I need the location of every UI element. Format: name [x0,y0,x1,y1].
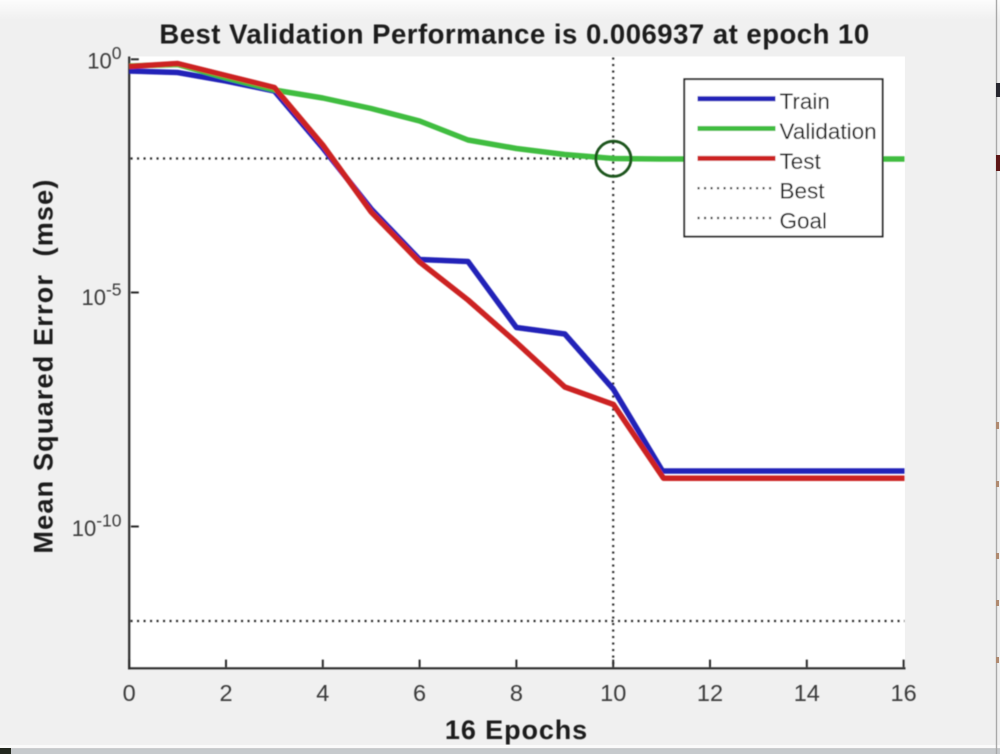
svg-text:Goal: Goal [780,209,828,234]
svg-text:Best Validation Performance is: Best Validation Performance is 0.006937 … [159,19,869,50]
svg-text:6: 6 [413,680,426,706]
svg-text:10-10: 10-10 [72,511,122,542]
svg-text:10: 10 [600,680,626,706]
svg-text:0: 0 [123,680,136,706]
svg-text:Test: Test [780,149,822,174]
svg-text:8: 8 [510,680,523,706]
svg-text:Best: Best [780,179,826,204]
svg-text:Validation: Validation [780,119,877,144]
svg-text:16 Epochs: 16 Epochs [445,715,588,745]
svg-text:12: 12 [697,680,723,706]
svg-text:Mean Squared Error (mse): Mean Squared Error (mse) [29,178,59,553]
svg-text:16: 16 [891,680,917,706]
svg-text:2: 2 [219,680,232,706]
svg-text:14: 14 [794,680,820,706]
svg-text:Train: Train [780,89,830,114]
svg-text:4: 4 [316,680,329,706]
